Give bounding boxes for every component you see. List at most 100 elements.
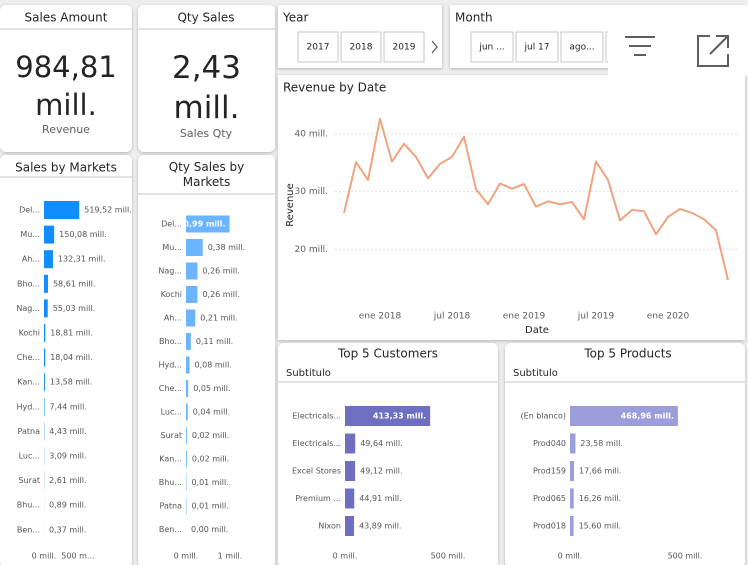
category-label: Electricals... [292, 412, 341, 421]
category-label: Bho... [159, 337, 182, 346]
bar[interactable] [345, 433, 356, 454]
category-label: Patna [18, 427, 41, 436]
x-tick-label: 0 mill. [558, 552, 583, 561]
category-label: Luc... [19, 452, 40, 461]
bar[interactable] [186, 403, 188, 421]
data-label: 0,04 mill. [193, 408, 230, 417]
slicer-item: 2017 [307, 43, 330, 53]
bar[interactable] [186, 239, 203, 256]
next-arrow[interactable] [431, 40, 438, 54]
data-label: 18,04 mill. [50, 353, 92, 362]
y-tick-label: 20 mill. [295, 245, 328, 255]
data-label: 43,89 mill. [359, 522, 401, 531]
category-label: Patna [160, 502, 183, 511]
slicer-button[interactable] [297, 31, 339, 63]
bar[interactable] [345, 461, 356, 481]
data-label: 413,33 mill. [373, 412, 426, 421]
category-label: Hyd... [17, 402, 40, 411]
toolbar [608, 5, 748, 75]
chart-subtitle: Subtitulo [513, 368, 558, 379]
bar[interactable] [186, 427, 187, 444]
bar[interactable] [186, 286, 198, 303]
card-value: 984,81 mill. [15, 50, 117, 122]
data-label: 150,08 mill. [59, 230, 107, 239]
bar[interactable] [570, 488, 574, 509]
bar[interactable] [186, 309, 196, 327]
category-label: Excel Stores [292, 467, 341, 476]
data-label: 58,61 mill. [53, 279, 95, 288]
data-label: 17,66 mill. [579, 467, 621, 476]
bar[interactable] [44, 225, 55, 244]
slicer-title: Month [455, 11, 493, 25]
data-label: 468,96 mill. [621, 412, 674, 421]
slicer-button[interactable] [383, 31, 425, 63]
y-axis-title: Revenue [285, 183, 296, 227]
bar[interactable] [44, 250, 53, 269]
chart-panel [505, 343, 745, 565]
data-label: 3,09 mill. [49, 452, 86, 461]
card-panel [138, 5, 275, 152]
bar[interactable] [44, 274, 48, 293]
bar[interactable] [44, 348, 46, 367]
bar[interactable] [186, 215, 230, 233]
category-label: Ah... [164, 314, 182, 323]
category-label: Surat [161, 431, 182, 440]
data-label: 18,81 mill. [50, 329, 92, 338]
bar[interactable] [570, 406, 678, 426]
data-label: 519,52 mill. [84, 206, 132, 215]
bar[interactable] [570, 433, 576, 454]
bar[interactable] [186, 450, 187, 468]
data-label: 15,60 mill. [579, 522, 621, 531]
category-label: Prod018 [533, 522, 566, 531]
slicer-button[interactable] [560, 31, 604, 63]
slicer-title: Year [282, 11, 308, 25]
slicer-item: 2019 [393, 43, 416, 53]
bar[interactable] [44, 201, 80, 219]
bar[interactable] [570, 516, 574, 536]
category-label: Ben... [17, 525, 40, 534]
data-label: 0,99 mill. [183, 220, 225, 229]
slicer-button[interactable] [340, 31, 382, 63]
card-panel [0, 5, 132, 152]
x-tick-label: 500 mill. [431, 552, 466, 561]
x-tick-label: ene 2020 [647, 312, 690, 322]
bar[interactable] [44, 397, 45, 416]
chart-subtitle: Subtitulo [286, 368, 331, 379]
chart-title: Sales by Markets [15, 161, 117, 175]
bar[interactable] [570, 461, 575, 481]
x-tick-label: ene 2019 [503, 312, 546, 322]
chart-title-box: Qty Sales by Markets [169, 160, 245, 189]
slicer-button[interactable] [515, 31, 559, 63]
x-tick-label: 1 mill. [218, 552, 243, 561]
focus-icon[interactable] [697, 35, 729, 67]
bar[interactable] [345, 516, 355, 536]
bar[interactable] [345, 488, 355, 509]
chart-title: Revenue by Date [283, 81, 386, 95]
bar[interactable] [186, 333, 191, 350]
filter-icon[interactable] [625, 36, 655, 56]
category-label: Bhu... [17, 501, 40, 510]
bar[interactable] [44, 373, 45, 392]
data-label: 0,00 mill. [191, 525, 228, 534]
bar[interactable] [186, 356, 190, 374]
bar[interactable] [44, 299, 48, 318]
bar[interactable] [44, 324, 46, 342]
card-value: 2,43 mill. [171, 50, 242, 126]
category-label: Kochi [161, 290, 182, 299]
data-label: 44,91 mill. [359, 494, 401, 503]
data-label: 132,31 mill. [58, 255, 106, 264]
bar[interactable] [345, 406, 431, 426]
x-tick-label: 0 mill. [174, 552, 199, 561]
slicer-button[interactable] [470, 31, 514, 63]
category-label: Kochi [19, 329, 40, 338]
data-label: 0,02 mill. [192, 431, 229, 440]
category-label: Nixon [318, 522, 341, 531]
card-label: Revenue [42, 123, 90, 136]
bar[interactable] [186, 262, 198, 280]
bar[interactable] [186, 380, 189, 397]
category-label: Nag... [158, 267, 182, 276]
category-label: Ben... [159, 525, 182, 534]
x-axis-title: Date [525, 325, 549, 336]
category-label: Nag... [16, 304, 40, 313]
data-label: 0,21 mill. [200, 314, 237, 323]
